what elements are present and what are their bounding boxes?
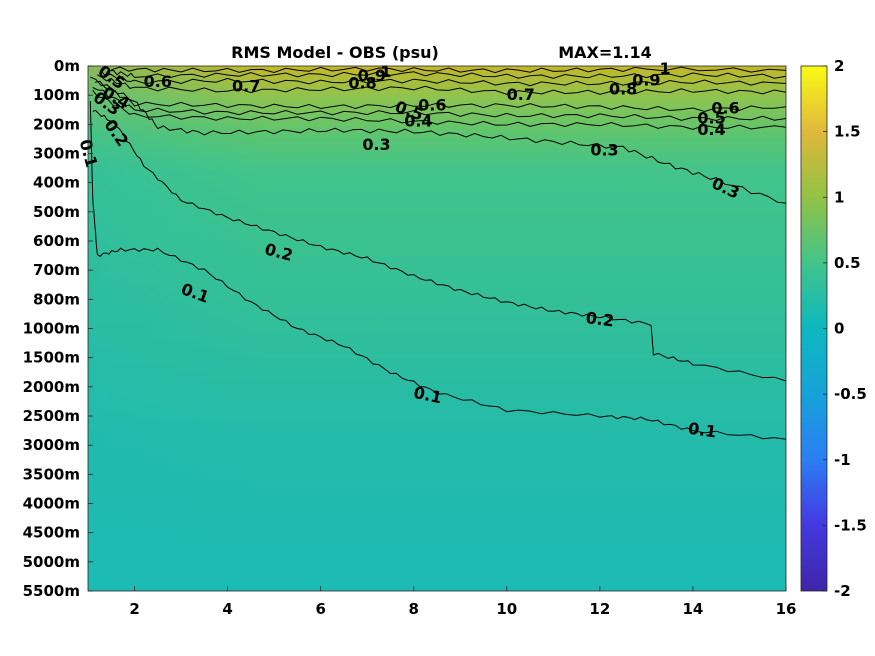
contour-label: 0.9 <box>632 71 660 90</box>
y-tick-label: 5000m <box>23 553 80 571</box>
y-tick-label: 500m <box>33 203 80 221</box>
contour-label: 0.6 <box>144 72 172 91</box>
field-shading <box>88 66 786 591</box>
contour-label: 0.7 <box>232 76 260 95</box>
y-tick-label: 1000m <box>23 320 80 338</box>
colorbar-tick-label: 2 <box>834 57 844 75</box>
y-tick-label: 300m <box>33 145 80 163</box>
contour-line-0-2 <box>92 109 787 382</box>
plot-area: 0.10.10.10.10.20.20.20.30.3 0.30.30.40.4 0… <box>76 59 787 592</box>
contour-label: 0.2 <box>585 308 615 330</box>
colorbar-tick-label: 1 <box>834 188 844 206</box>
y-tick-label: 1500m <box>23 349 80 367</box>
contour-line-0-5 <box>92 87 787 122</box>
contour-label: 0.5 <box>697 109 725 128</box>
contour-label: 0.8 <box>348 74 376 93</box>
colorbar: 2 1.5 1 0.5 0 -0.5 -1 -1.5 -2 <box>800 57 867 600</box>
contour-line-0-3 <box>90 76 787 204</box>
x-tick-label: 14 <box>682 600 703 618</box>
y-tick-label: 600m <box>33 232 80 250</box>
colorbar-tick-label: -0.5 <box>834 385 867 403</box>
max-value-label: MAX=1.14 <box>558 43 652 62</box>
y-tick-label: 700m <box>33 261 80 279</box>
contour-label: 0.4 <box>404 111 432 130</box>
x-tick-label: 16 <box>776 600 797 618</box>
contour-line-1 <box>111 66 787 74</box>
contour-line-0-8 <box>101 71 787 87</box>
contour-line-0-7 <box>97 74 787 95</box>
colorbar-tick-label: -2 <box>834 582 851 600</box>
x-tick-label: 6 <box>315 600 325 618</box>
y-tick-label: 3500m <box>23 465 80 483</box>
contour-label: 0.6 <box>711 98 739 117</box>
y-tick-label: 800m <box>33 290 80 308</box>
contour-line-0-6 <box>94 80 787 113</box>
x-tick-label: 10 <box>496 600 517 618</box>
x-tick-label: 2 <box>129 600 139 618</box>
contour-label: 0.3 <box>590 141 618 160</box>
y-tick-label: 5500m <box>23 582 80 600</box>
colorbar-tick-label: -1 <box>834 451 851 469</box>
colorbar-tick-label: 0 <box>834 320 844 338</box>
contour-label: 0.1 <box>687 419 718 442</box>
x-tick-label: 8 <box>409 600 419 618</box>
y-tick-label: 4000m <box>23 495 80 513</box>
y-tick-label: 400m <box>33 174 80 192</box>
y-tick-label: 2000m <box>23 378 80 396</box>
colorbar-ticks: 2 1.5 1 0.5 0 -0.5 -1 -1.5 -2 <box>823 57 867 600</box>
colorbar-tick-label: 0.5 <box>834 254 861 272</box>
y-tick-label: 2500m <box>23 407 80 425</box>
contour-label: 0.6 <box>418 95 446 114</box>
contour-label: 1 <box>659 59 670 78</box>
contour-label: 0.7 <box>507 85 535 104</box>
y-tick-label: 4500m <box>23 524 80 542</box>
x-tick-label: 4 <box>222 600 232 618</box>
contour-label: 0.9 <box>358 66 386 85</box>
y-tick-label: 3000m <box>23 436 80 454</box>
contour-label: 0.8 <box>609 79 637 98</box>
y-tick-label: 0m <box>54 57 80 75</box>
y-tick-label: 200m <box>33 115 80 133</box>
contour-line-0-4 <box>92 89 787 130</box>
x-tick-label: 12 <box>589 600 610 618</box>
contour-label: 0.3 <box>362 135 390 154</box>
y-axis: 0m 100m 200m 300m 400m 500m 600m 700m 800m 1000m 1… <box>23 57 93 600</box>
contour-line-0-9 <box>106 69 787 79</box>
contour-line-0-1 <box>89 100 787 440</box>
colorbar-tick-label: -1.5 <box>834 516 867 534</box>
colorbar-gradient <box>800 65 828 592</box>
contour-label: 0.4 <box>697 120 725 139</box>
x-axis: 2 4 6 8 10 12 14 16 <box>129 586 796 618</box>
contour-label: 1 <box>380 62 391 81</box>
y-tick-label: 100m <box>33 86 80 104</box>
colorbar-tick-label: 1.5 <box>834 123 861 141</box>
chart-title: RMS Model - OBS (psu) <box>231 43 439 62</box>
contour-lines <box>89 66 787 440</box>
